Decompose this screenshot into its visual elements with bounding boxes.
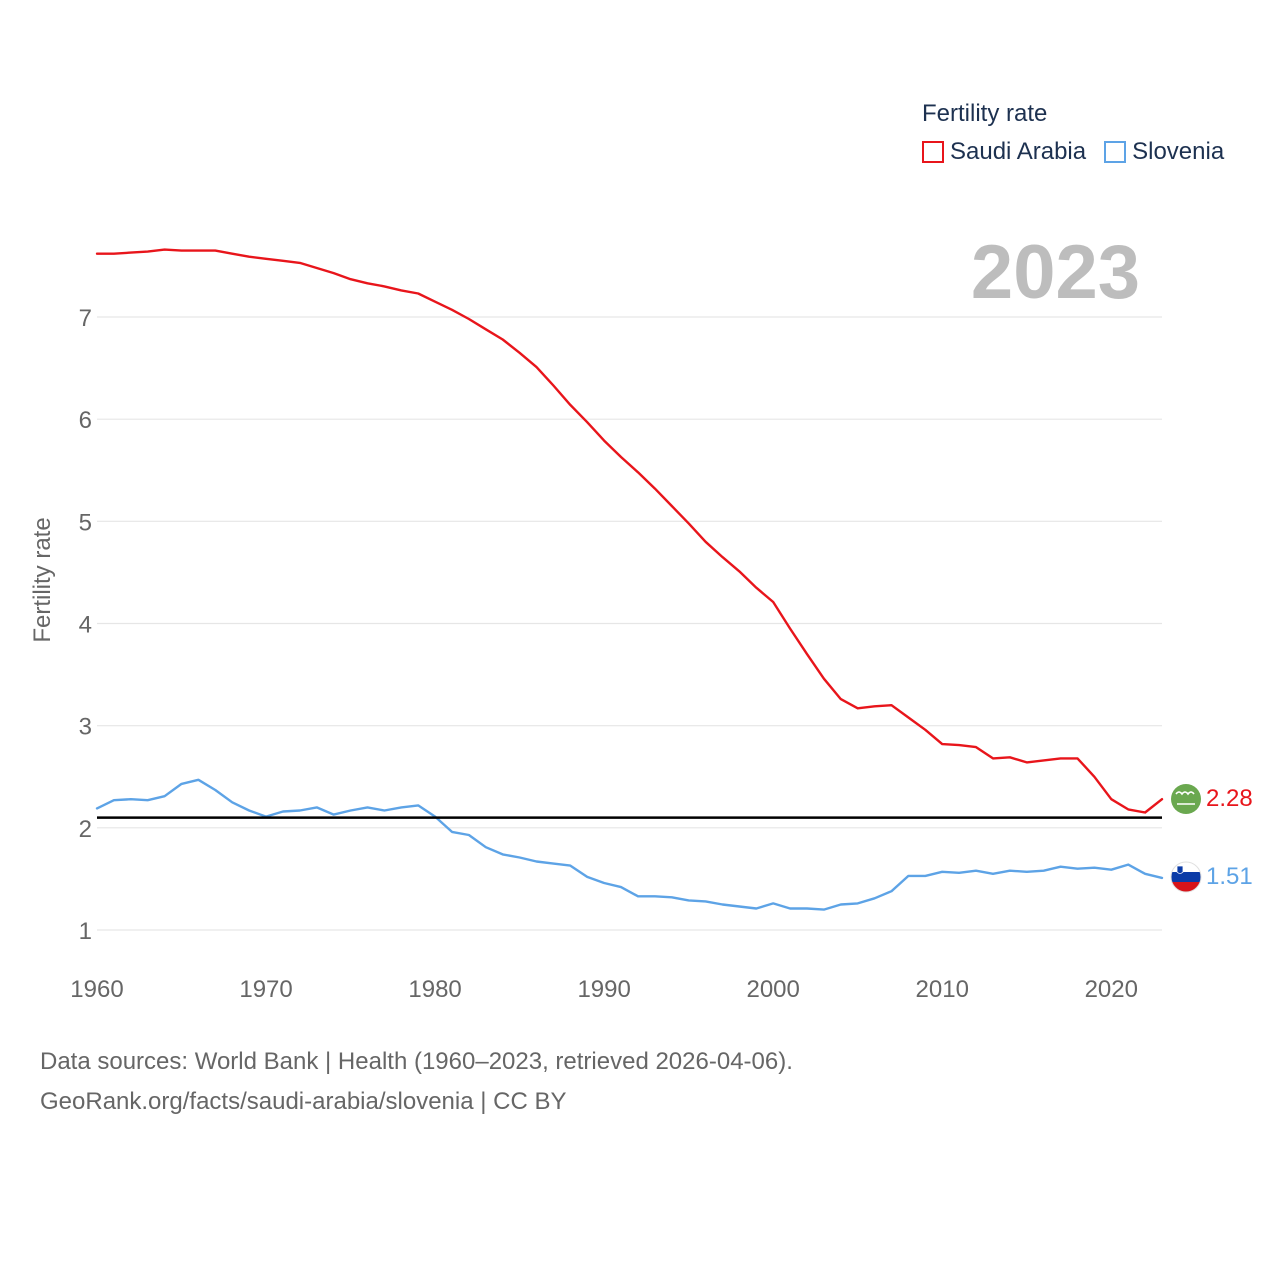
- legend-swatch-slovenia: [1104, 141, 1127, 163]
- legend-label-slovenia: Slovenia: [1132, 138, 1225, 165]
- series-line-slovenia: [95, 778, 1164, 911]
- attribution-text: GeoRank.org/facts/saudi-arabia/slovenia …: [40, 1088, 567, 1115]
- x-tick-label: 2000: [746, 976, 799, 1003]
- saudi-arabia-end-marker: 2.28: [1171, 784, 1253, 814]
- x-axis-ticks: 1960 1970 1980 1990 2000 2010 2020: [70, 976, 1138, 1003]
- slovenia-end-value: 1.51: [1206, 863, 1253, 890]
- grid-lines: [97, 316, 1162, 931]
- legend-item-saudi-arabia[interactable]: Saudi Arabia: [922, 138, 1086, 166]
- y-tick-label: 6: [79, 407, 92, 434]
- slovenia-end-marker: 1.51: [1170, 861, 1253, 893]
- legend-title: Fertility rate: [922, 100, 1048, 127]
- y-tick-label: 2: [79, 816, 92, 843]
- y-tick-label: 3: [79, 714, 92, 741]
- series-line-saudi-arabia: [95, 248, 1164, 814]
- legend-item-slovenia[interactable]: Slovenia: [1104, 138, 1224, 166]
- footer: Data sources: World Bank | Health (1960–…: [40, 1042, 793, 1122]
- y-tick-label: 7: [79, 305, 92, 332]
- slovenia-flag-icon: [1170, 861, 1202, 893]
- x-tick-label: 1980: [408, 976, 461, 1003]
- year-watermark: 2023: [971, 230, 1140, 315]
- y-tick-label: 5: [79, 509, 92, 536]
- y-tick-label: 4: [79, 612, 92, 639]
- y-tick-label: 1: [79, 918, 92, 945]
- x-tick-label: 2010: [916, 976, 969, 1003]
- y-axis-title: Fertility rate: [29, 517, 56, 642]
- saudi-arabia-end-value: 2.28: [1206, 785, 1253, 812]
- legend-label-saudi-arabia: Saudi Arabia: [950, 138, 1087, 165]
- series-lines: [95, 248, 1164, 911]
- x-tick-label: 1960: [70, 976, 123, 1003]
- legend: Fertility rate Saudi Arabia Slovenia: [922, 100, 1224, 166]
- x-tick-label: 2020: [1085, 976, 1138, 1003]
- saudi-arabia-flag-icon: [1171, 784, 1201, 814]
- x-tick-label: 1990: [577, 976, 630, 1003]
- y-axis-ticks: 1 2 3 4 5 6 7: [79, 305, 92, 945]
- legend-swatch-saudi-arabia: [922, 141, 944, 163]
- x-tick-label: 1970: [239, 976, 292, 1003]
- data-sources-text: Data sources: World Bank | Health (1960–…: [40, 1048, 793, 1075]
